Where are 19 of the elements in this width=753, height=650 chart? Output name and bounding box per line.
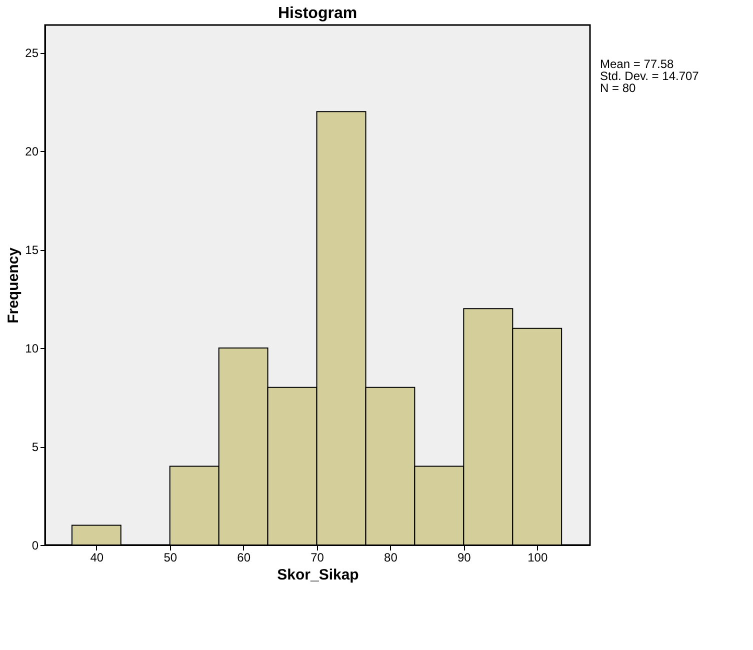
y-tick-label: 0 bbox=[32, 538, 39, 552]
y-axis-title: Frequency bbox=[5, 246, 22, 324]
x-tick-label: 70 bbox=[310, 550, 324, 564]
x-tick-label: 100 bbox=[528, 550, 548, 564]
y-tick-label: 5 bbox=[32, 440, 39, 454]
x-tick-label: 60 bbox=[237, 550, 251, 564]
y-tick-label: 20 bbox=[25, 144, 39, 159]
chart-title: Histogram bbox=[278, 5, 358, 22]
y-tick-label: 15 bbox=[25, 243, 39, 258]
y-tick-label: 10 bbox=[25, 342, 39, 356]
x-tick-label: 40 bbox=[90, 550, 104, 564]
x-tick-label: 90 bbox=[457, 550, 472, 564]
x-tick-label: 80 bbox=[384, 550, 398, 564]
y-tick-label: 25 bbox=[25, 46, 39, 60]
x-tick-label: 50 bbox=[164, 550, 178, 564]
text: Std. Dev. = 14.707 bbox=[600, 69, 700, 83]
x-axis-title: Skor_Sikap bbox=[277, 566, 359, 584]
text: Mean = 77.58 bbox=[600, 57, 674, 71]
text: N = 80 bbox=[600, 81, 636, 95]
